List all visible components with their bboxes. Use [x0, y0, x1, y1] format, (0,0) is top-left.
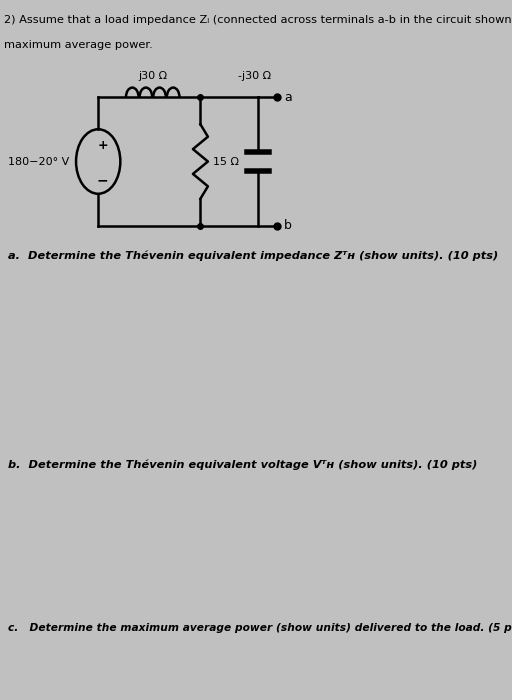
Text: −: − — [97, 174, 109, 188]
Text: -j30 Ω: -j30 Ω — [239, 71, 271, 81]
Text: a.  Determine the Thévenin equivalent impedance Zᵀʜ (show units). (10 pts): a. Determine the Thévenin equivalent imp… — [8, 251, 498, 261]
Text: b.  Determine the Thévenin equivalent voltage Vᵀʜ (show units). (10 pts): b. Determine the Thévenin equivalent vol… — [8, 459, 477, 470]
Text: 15 Ω: 15 Ω — [214, 157, 240, 167]
Text: maximum average power.: maximum average power. — [5, 40, 153, 50]
Text: a: a — [284, 90, 292, 104]
Text: j30 Ω: j30 Ω — [138, 71, 167, 81]
Text: 2) Assume that a load impedance Zₗ (connected across terminals a-b in the circui: 2) Assume that a load impedance Zₗ (conn… — [5, 15, 512, 25]
Text: 180−20° V: 180−20° V — [8, 157, 69, 167]
Text: c.   Determine the maximum average power (show units) delivered to the load. (5 : c. Determine the maximum average power (… — [8, 623, 512, 633]
Text: +: + — [97, 139, 108, 152]
Text: b: b — [284, 220, 292, 232]
